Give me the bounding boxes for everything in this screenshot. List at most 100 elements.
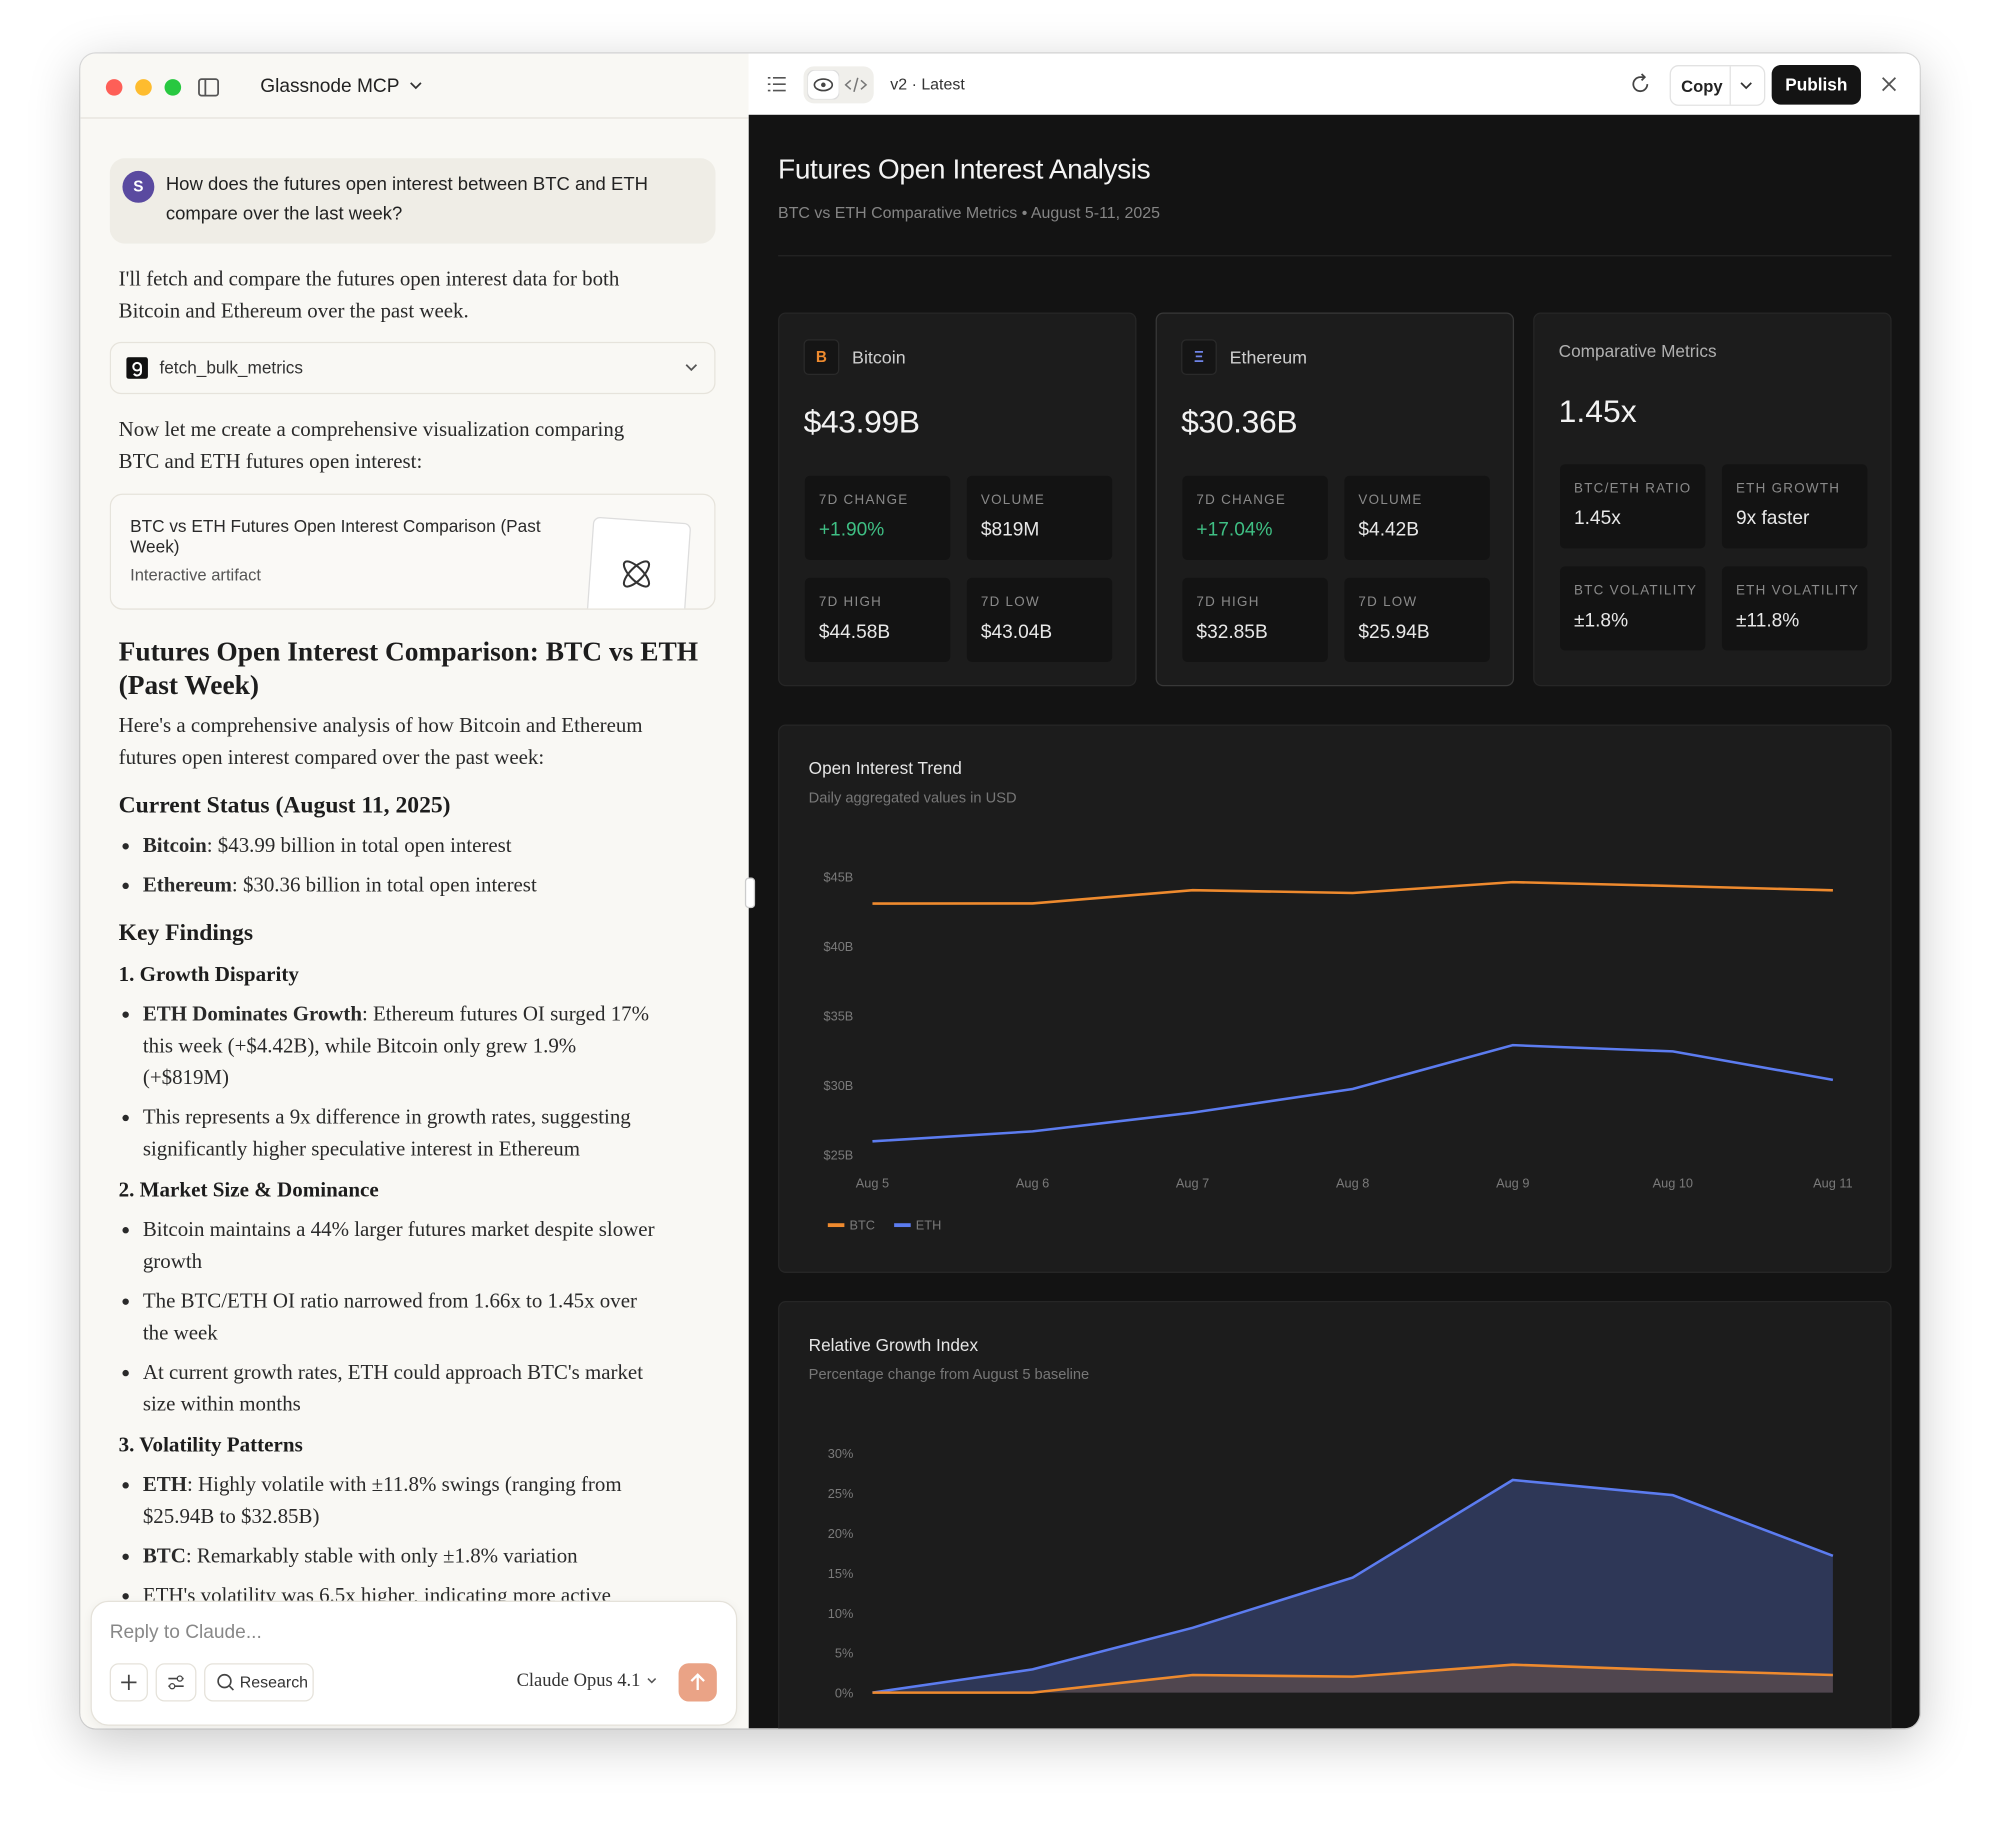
metric-box: 7D LOW $25.94B: [1344, 577, 1490, 662]
metric-box: 7D CHANGE +17.04%: [1182, 475, 1328, 560]
chat-header: Glassnode MCP: [80, 54, 749, 119]
send-button[interactable]: [678, 1663, 717, 1702]
artifact-heading: Futures Open Interest Analysis: [778, 153, 1151, 185]
composer: Reply to Claude... Research Claude Opus …: [90, 1600, 738, 1726]
metric-value: 9x faster: [1735, 507, 1810, 530]
research-label: Research: [239, 1673, 309, 1692]
tools-button[interactable]: [155, 1663, 197, 1702]
metric-label: ETH VOLATILITY: [1735, 582, 1860, 599]
y-tick-label: 20%: [828, 1526, 854, 1541]
metric-label: BTC/ETH RATIO: [1573, 480, 1692, 497]
message-text: How does the futures open interest betwe…: [165, 174, 648, 225]
bullet: ETH's volatility was 6.5x higher, indica…: [119, 1579, 667, 1601]
x-tick-label: Aug 10: [1653, 1175, 1693, 1190]
area: [872, 1479, 1833, 1693]
metric-box: ETH GROWTH 9x faster: [1721, 464, 1868, 549]
metric-label: VOLUME: [980, 492, 1046, 508]
asset-value: $30.36B: [1181, 404, 1298, 441]
copy-label: Copy: [1681, 76, 1723, 96]
metric-box: BTC VOLATILITY ±1.8%: [1559, 566, 1706, 651]
resize-handle[interactable]: [744, 877, 756, 909]
bullet: ETH Dominates Growth: Ethereum futures O…: [119, 997, 667, 1093]
metric-label: VOLUME: [1358, 492, 1423, 508]
sidebar-icon[interactable]: [198, 78, 220, 97]
metric-value: $4.42B: [1358, 519, 1420, 541]
metric-box: 7D HIGH $32.85B: [1182, 577, 1328, 662]
bullet: At current growth rates, ETH could appro…: [119, 1356, 667, 1420]
copy-button[interactable]: Copy: [1669, 65, 1766, 106]
divider: [1729, 66, 1731, 105]
asset-card: Ξ Ethereum $30.36B 7D CHANGE +17.04% VOLUME $4…: [1155, 312, 1515, 687]
bullet-text: ETH's volatility was 6.5x higher, indica…: [142, 1582, 611, 1601]
chart-title: Open Interest Trend: [808, 758, 962, 779]
publish-button[interactable]: Publish: [1771, 65, 1861, 105]
line: [872, 1663, 1833, 1694]
asset-icon: B: [803, 339, 840, 375]
metric-box: 7D CHANGE +1.90%: [804, 475, 951, 560]
bullet-list: Bitcoin: $43.99 billion in total open in…: [119, 829, 667, 900]
research-button[interactable]: Research: [204, 1663, 314, 1702]
x-tick-label: Aug 6: [1016, 1175, 1049, 1190]
comparison-title: Comparative Metrics: [1558, 341, 1717, 361]
metric-box: ETH VOLATILITY ±11.8%: [1721, 566, 1868, 651]
x-tick-label: Aug 11: [1813, 1175, 1852, 1190]
asset-name: Ethereum: [1229, 346, 1308, 368]
close-icon[interactable]: [1880, 75, 1898, 93]
version-label[interactable]: v2 · Latest: [890, 75, 965, 94]
metric-box: VOLUME $4.42B: [1344, 475, 1490, 560]
bullet-text: Bitcoin maintains a 44% larger futures m…: [142, 1216, 655, 1273]
bullet: Ethereum: $30.36 billion in total open i…: [119, 869, 667, 901]
refresh-icon[interactable]: [1629, 73, 1652, 96]
model-picker[interactable]: Claude Opus 4.1: [517, 1671, 658, 1693]
x-tick-label: Aug 8: [1336, 1175, 1369, 1190]
bullet-text: : Highly volatile with ±11.8% swings (ra…: [142, 1471, 622, 1529]
y-tick-label: 15%: [828, 1566, 854, 1581]
arrow-icon: [690, 1673, 705, 1691]
preview-icon[interactable]: [807, 70, 840, 100]
legend-label: ETH: [916, 1218, 942, 1233]
code-icon[interactable]: [841, 70, 872, 99]
section-heading: Current Status (August 11, 2025): [118, 793, 451, 819]
metric-label: 7D CHANGE: [818, 492, 909, 508]
y-tick-label: $45B: [824, 869, 854, 884]
reply-input[interactable]: Reply to Claude...: [109, 1621, 262, 1643]
bullet: This represents a 9x difference in growt…: [119, 1101, 667, 1165]
metric-value: 1.45x: [1573, 507, 1621, 530]
project-name: Glassnode MCP: [260, 75, 400, 97]
minimize-dot[interactable]: [135, 79, 152, 96]
project-title[interactable]: Glassnode MCP: [260, 75, 423, 97]
y-tick-label: $25B: [824, 1147, 854, 1162]
user-message: S How does the futures open interest bet…: [109, 158, 716, 244]
close-dot[interactable]: [105, 79, 123, 96]
tool-call[interactable]: fetch_bulk_metrics: [109, 341, 716, 395]
metric-value: $32.85B: [1196, 621, 1268, 643]
legend-swatch: [827, 1223, 845, 1228]
bullet: Bitcoin maintains a 44% larger futures m…: [119, 1213, 667, 1277]
line: [872, 1043, 1834, 1143]
metric-value: +1.90%: [818, 519, 885, 541]
chart-subtitle: Percentage change from August 5 baseline: [808, 1367, 1090, 1383]
chart-title: Relative Growth Index: [808, 1335, 979, 1355]
chat-panel: Glassnode MCP S How does the futures ope…: [80, 53, 749, 1729]
metric-label: 7D HIGH: [1196, 594, 1260, 610]
bullet-bold: ETH: [142, 1471, 188, 1497]
bullet-bold: Bitcoin: [142, 832, 207, 858]
zoom-dot[interactable]: [164, 79, 182, 96]
add-button[interactable]: [109, 1663, 148, 1702]
artifact-card[interactable]: BTC vs ETH Futures Open Interest Compari…: [109, 493, 716, 610]
metric-value: ±11.8%: [1735, 609, 1800, 632]
list-icon[interactable]: [767, 74, 787, 94]
artifact-toolbar: v2 · Latest Copy Publish: [748, 53, 1920, 117]
sliders-icon: [168, 1675, 184, 1690]
y-tick-label: $35B: [824, 1008, 854, 1023]
view-toggle: [803, 66, 874, 104]
model-name: Claude Opus 4.1: [516, 1670, 641, 1692]
metric-box: 7D LOW $43.04B: [966, 577, 1113, 662]
y-tick-label: $30B: [824, 1078, 854, 1093]
subsection-heading: 3. Volatility Patterns: [118, 1432, 303, 1457]
bullet-list: ETH: Highly volatile with ±11.8% swings …: [119, 1468, 667, 1601]
metric-value: $44.58B: [818, 621, 891, 643]
avatar: S: [122, 170, 155, 203]
